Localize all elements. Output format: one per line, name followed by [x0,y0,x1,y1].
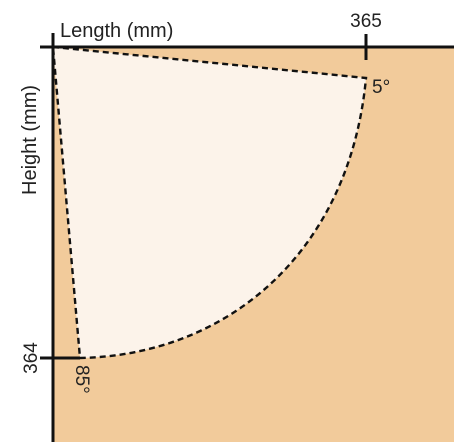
sector-shape [51,45,368,360]
y-axis-label: Height (mm) [19,85,41,195]
y-tick-label: 364 [21,342,42,374]
x-tick-label: 365 [350,11,382,32]
start-angle-label: 5° [372,77,390,98]
x-axis-label: Length (mm) [60,20,173,42]
end-angle-label: 85° [71,365,92,394]
